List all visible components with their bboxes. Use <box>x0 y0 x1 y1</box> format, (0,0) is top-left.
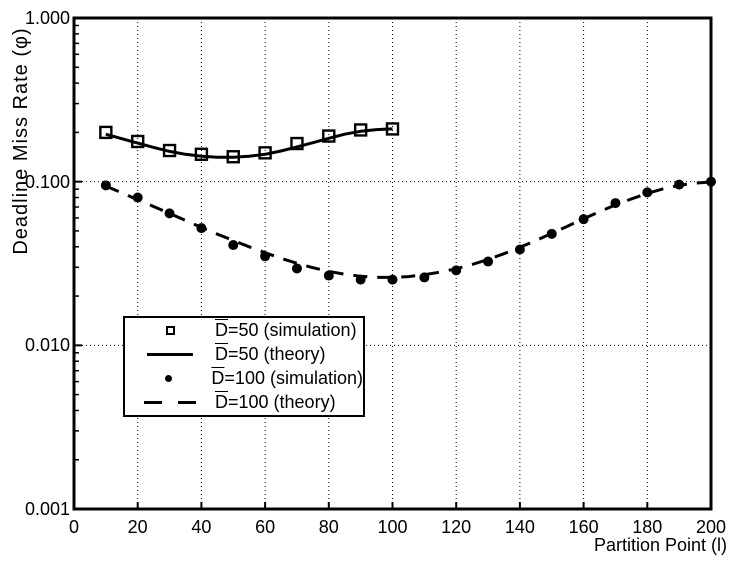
legend-item-d50-theory: D=50 (theory) <box>125 343 363 366</box>
open-square-point <box>99 125 113 140</box>
x-tick-label: 200 <box>695 517 727 537</box>
filled-circle-point <box>100 180 111 191</box>
filled-circle-point <box>514 244 525 255</box>
legend-label: D=100 (simulation) <box>211 368 363 389</box>
filled-circle-point <box>642 187 653 198</box>
filled-circle-point <box>451 265 462 276</box>
legend-item-d100-theory: D=100 (theory) <box>125 391 363 414</box>
x-tick-label: 60 <box>255 517 276 537</box>
x-tick-label: 0 <box>68 517 79 537</box>
y-tick-label: 0.001 <box>24 499 70 519</box>
filled-circle-point <box>610 198 621 209</box>
axis-ticks <box>73 17 712 510</box>
filled-circle-point <box>483 256 494 267</box>
filled-circle-point <box>419 272 430 283</box>
y-tick-label: 0.100 <box>24 171 70 192</box>
y-axis-title: Deadline Miss Rate (φ) <box>10 27 32 255</box>
legend-label: D=50 (simulation) <box>215 319 357 340</box>
legend-item-d50-simulation: D=50 (simulation) <box>125 319 363 342</box>
x-axis-title: Partition Point (l) <box>593 535 727 555</box>
x-tick-label: 20 <box>127 517 148 537</box>
x-tick-label: 100 <box>377 517 408 537</box>
y-tick-label: 0.010 <box>24 335 70 356</box>
filled-circle-point <box>546 228 557 239</box>
legend-item-d100-simulation: D=100 (simulation) <box>125 367 363 390</box>
x-tick-label: 160 <box>568 517 599 537</box>
x-tick-label: 40 <box>191 517 212 537</box>
open-square-point <box>226 150 240 164</box>
legend: D=50 (simulation) D=50 (theory) D=100 (s… <box>123 316 365 417</box>
filled-circle-point <box>387 274 398 285</box>
filled-circle-point <box>323 270 334 281</box>
x-tick-label: 180 <box>632 517 663 537</box>
filled-circle-point <box>674 179 685 190</box>
axes-border <box>72 16 713 511</box>
y-tick-label: 1.000 <box>24 8 70 28</box>
series-line-dashed <box>105 180 712 279</box>
open-square-point <box>194 147 209 161</box>
series-lines <box>105 127 712 279</box>
x-tick-label: 80 <box>318 517 339 537</box>
series-markers <box>99 122 716 285</box>
open-square-point <box>162 143 177 158</box>
open-square-point <box>385 122 400 136</box>
open-square-point <box>322 129 336 143</box>
filled-circle-point <box>164 208 175 219</box>
x-tick-label: 140 <box>504 517 535 537</box>
filled-circle-point <box>291 263 302 274</box>
open-square-point <box>130 134 145 149</box>
series-line-solid <box>105 127 393 159</box>
solid-line-marker-icon <box>125 352 215 356</box>
open-square-marker-icon <box>125 325 215 335</box>
filled-circle-point <box>228 240 239 251</box>
open-square-point <box>258 146 272 160</box>
gridlines <box>74 18 711 509</box>
open-square-point <box>290 136 304 151</box>
dashed-line-marker-icon <box>125 401 215 405</box>
filled-circle-point <box>196 223 207 234</box>
filled-circle-point <box>132 192 143 203</box>
filled-circle-point <box>260 251 271 262</box>
filled-circle-point <box>578 214 589 225</box>
filled-circle-marker-icon <box>125 375 211 383</box>
legend-label: D=100 (theory) <box>215 392 336 413</box>
filled-circle-point <box>355 274 366 285</box>
x-tick-label: 120 <box>441 517 472 537</box>
plot-frame <box>72 16 713 511</box>
open-square-point <box>353 123 368 137</box>
legend-label: D=50 (theory) <box>215 343 326 364</box>
